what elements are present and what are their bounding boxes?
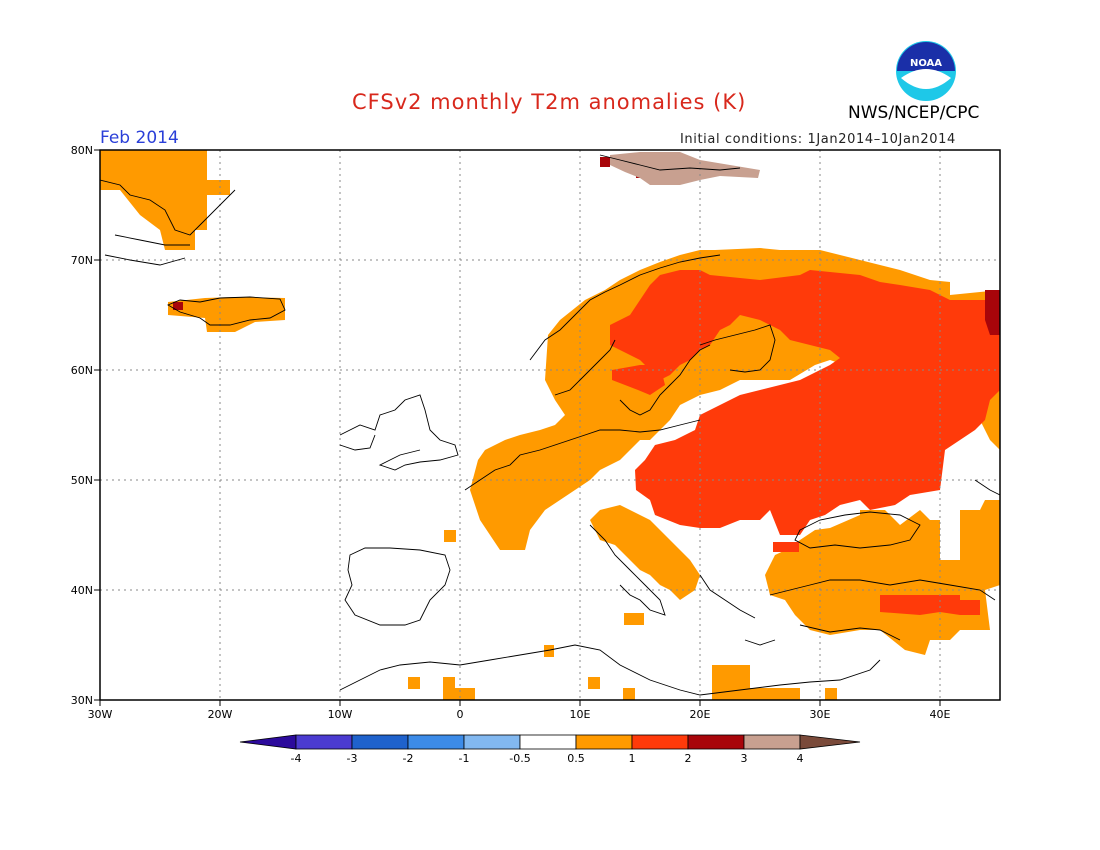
coast-black-sea bbox=[794, 511, 921, 549]
coast-scandinavia bbox=[529, 254, 721, 416]
legend-label: -3 bbox=[347, 752, 358, 765]
x-tick-label: 10W bbox=[328, 708, 353, 721]
coast-aegean bbox=[699, 574, 776, 646]
legend-swatch bbox=[687, 734, 745, 750]
legend-label: 2 bbox=[685, 752, 692, 765]
region-egypt-levant bbox=[712, 665, 800, 700]
y-tick-label: 40N bbox=[71, 584, 93, 597]
legend-label: 4 bbox=[797, 752, 804, 765]
x-tick-label: 20W bbox=[208, 708, 233, 721]
region-eastern-turkey bbox=[880, 595, 980, 615]
coast-italy bbox=[589, 524, 666, 616]
y-tick-label: 30N bbox=[71, 694, 93, 707]
legend-label: -2 bbox=[403, 752, 414, 765]
region-north-africa-1 bbox=[408, 677, 420, 689]
legend-label: 0.5 bbox=[567, 752, 585, 765]
region-iceland-tip bbox=[173, 302, 183, 310]
legend-label: -0.5 bbox=[509, 752, 530, 765]
coastlines bbox=[100, 154, 1000, 696]
region-greenland bbox=[100, 150, 230, 250]
region-iberia-patch bbox=[444, 530, 456, 542]
y-tick-label: 70N bbox=[71, 254, 93, 267]
y-tick-labels: 30N 40N 50N 60N 70N 80N bbox=[71, 144, 93, 707]
legend-labels: -4 -3 -2 -1 -0.5 0.5 1 2 3 4 bbox=[291, 752, 804, 765]
coast-british-isles bbox=[339, 394, 459, 471]
coast-iberia bbox=[344, 547, 451, 626]
region-levant-patch bbox=[825, 688, 837, 700]
legend-swatch-below-minus4 bbox=[239, 734, 297, 750]
legend-swatch bbox=[575, 734, 633, 750]
region-svalbard-west bbox=[600, 157, 610, 167]
legend-swatch-above-4 bbox=[799, 734, 861, 750]
coast-europe-west bbox=[464, 419, 701, 491]
region-sicily-patch bbox=[624, 613, 644, 625]
agency-label: NWS/NCEP/CPC bbox=[848, 103, 980, 123]
region-north-africa-4 bbox=[544, 645, 554, 657]
legend-swatch bbox=[295, 734, 353, 750]
region-urals-edge bbox=[985, 290, 1000, 335]
legend-swatch bbox=[519, 734, 577, 750]
region-italy-balkans bbox=[590, 505, 700, 600]
region-north-africa-3 bbox=[455, 688, 475, 700]
x-tick-labels: 30W 20W 10W 0 10E 20E 30E 40E bbox=[88, 708, 951, 721]
legend-label: -1 bbox=[459, 752, 470, 765]
logo-text: NOAA bbox=[910, 58, 942, 69]
legend-swatch bbox=[407, 734, 465, 750]
initial-conditions: Initial conditions: 1Jan2014–10Jan2014 bbox=[680, 132, 956, 147]
y-tick-label: 50N bbox=[71, 474, 93, 487]
coast-baltic-finland bbox=[699, 324, 776, 373]
color-legend bbox=[239, 734, 861, 750]
noaa-logo: NOAA bbox=[896, 41, 956, 101]
region-turkey-patch bbox=[773, 542, 799, 552]
anomaly-shading bbox=[100, 150, 1000, 700]
coast-north-africa bbox=[339, 644, 881, 696]
y-tick-label: 60N bbox=[71, 364, 93, 377]
map-title: CFSv2 monthly T2m anomalies (K) bbox=[352, 90, 747, 114]
anomaly-1-2-regions bbox=[610, 270, 1000, 615]
region-south-sweden bbox=[612, 365, 665, 395]
legend-swatch bbox=[463, 734, 521, 750]
coast-turkey bbox=[769, 579, 996, 641]
coast-svalbard bbox=[599, 154, 741, 171]
x-tick-label: 40E bbox=[930, 708, 951, 721]
y-tick-label: 80N bbox=[71, 144, 93, 157]
legend-swatch bbox=[743, 734, 801, 750]
legend-label: -4 bbox=[291, 752, 302, 765]
region-eastern-europe-russia bbox=[610, 270, 1000, 535]
legend-swatch bbox=[631, 734, 689, 750]
legend-label: 3 bbox=[741, 752, 748, 765]
x-tick-label: 0 bbox=[457, 708, 464, 721]
coast-iceland bbox=[166, 296, 286, 326]
coast-caspian bbox=[974, 479, 1000, 496]
forecast-month: Feb 2014 bbox=[100, 128, 179, 148]
x-tick-label: 30W bbox=[88, 708, 113, 721]
x-tick-label: 20E bbox=[690, 708, 711, 721]
coast-greenland bbox=[100, 179, 236, 266]
region-north-africa-6 bbox=[623, 688, 635, 700]
x-tick-label: 30E bbox=[810, 708, 831, 721]
region-north-africa-2 bbox=[443, 677, 455, 700]
lat-lon-grid bbox=[100, 150, 1000, 700]
region-iceland bbox=[168, 297, 285, 332]
legend-swatch bbox=[351, 734, 409, 750]
legend-label: 1 bbox=[629, 752, 636, 765]
map-frame bbox=[99, 149, 1001, 701]
axis-ticks bbox=[94, 149, 941, 706]
x-tick-label: 10E bbox=[570, 708, 591, 721]
region-north-africa-5 bbox=[588, 677, 600, 689]
